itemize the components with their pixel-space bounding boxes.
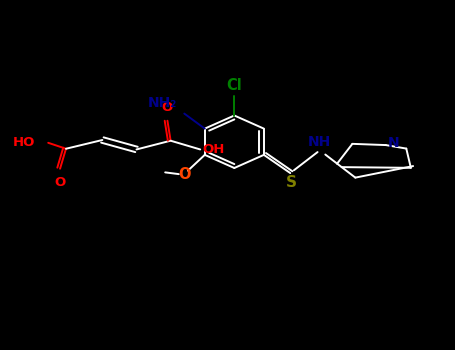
Text: S: S xyxy=(286,175,297,190)
Text: NH: NH xyxy=(308,135,332,149)
Text: OH: OH xyxy=(202,143,225,156)
Text: Cl: Cl xyxy=(227,78,242,93)
Text: O: O xyxy=(55,176,66,189)
Text: O: O xyxy=(162,102,173,114)
Text: N: N xyxy=(388,136,400,150)
Text: HO: HO xyxy=(13,136,35,149)
Text: O: O xyxy=(178,167,191,182)
Text: NH₂: NH₂ xyxy=(148,96,177,110)
